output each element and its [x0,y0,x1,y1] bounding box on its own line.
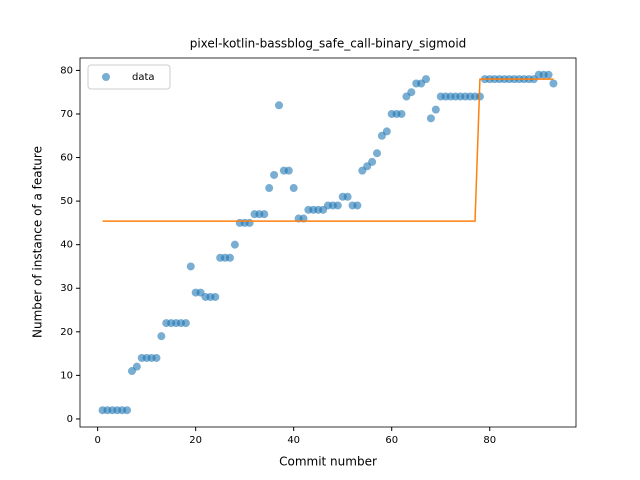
data-point [431,105,440,114]
y-axis-label: Number of instance of a feature [31,146,45,338]
line [102,78,554,222]
data-point [152,353,161,362]
data-point [343,192,352,201]
data-point [544,70,553,79]
data-point [373,149,382,158]
x-tick-label: 80 [483,435,496,446]
data-point [397,109,406,118]
data-point [407,88,416,97]
legend-label: data [132,72,155,83]
data-point [368,157,377,166]
data-point [270,170,279,179]
y-tick-label: 50 [60,196,73,207]
x-axis-label: Commit number [279,455,377,469]
data-point [230,240,239,249]
x-tick-label: 40 [287,435,300,446]
data-point [422,75,431,84]
y-tick-label: 70 [60,109,73,120]
data-point [132,362,141,371]
y-tick-label: 30 [60,283,73,294]
data-point [181,319,190,328]
data-point [260,210,269,219]
data-point [157,332,166,341]
axes-frame [79,57,577,428]
data-point [274,101,283,110]
data-point [245,218,254,227]
legend-box [87,64,171,90]
data-point [353,201,362,210]
x-tick-label: 20 [189,435,202,446]
y-tick-label: 40 [60,240,73,251]
x-tick-label: 60 [385,435,398,446]
y-tick-label: 20 [60,327,73,338]
y-tick-label: 0 [67,414,73,425]
data-point [333,201,342,210]
legend-swatch [102,73,110,81]
data-point [382,127,391,136]
data-point [284,166,293,175]
y-tick-label: 80 [60,65,73,76]
chart-title: pixel-kotlin-bassblog_safe_call-binary_s… [190,37,467,51]
y-tick-label: 10 [60,370,73,381]
data-point [549,79,558,88]
data-point [123,406,132,415]
data-point [211,292,220,301]
data-point [225,253,234,262]
y-tick-label: 60 [60,153,73,164]
data-point [289,184,298,193]
data-point [426,114,435,123]
data-point [186,262,195,271]
x-tick-label: 0 [94,435,100,446]
data-point [265,184,274,193]
